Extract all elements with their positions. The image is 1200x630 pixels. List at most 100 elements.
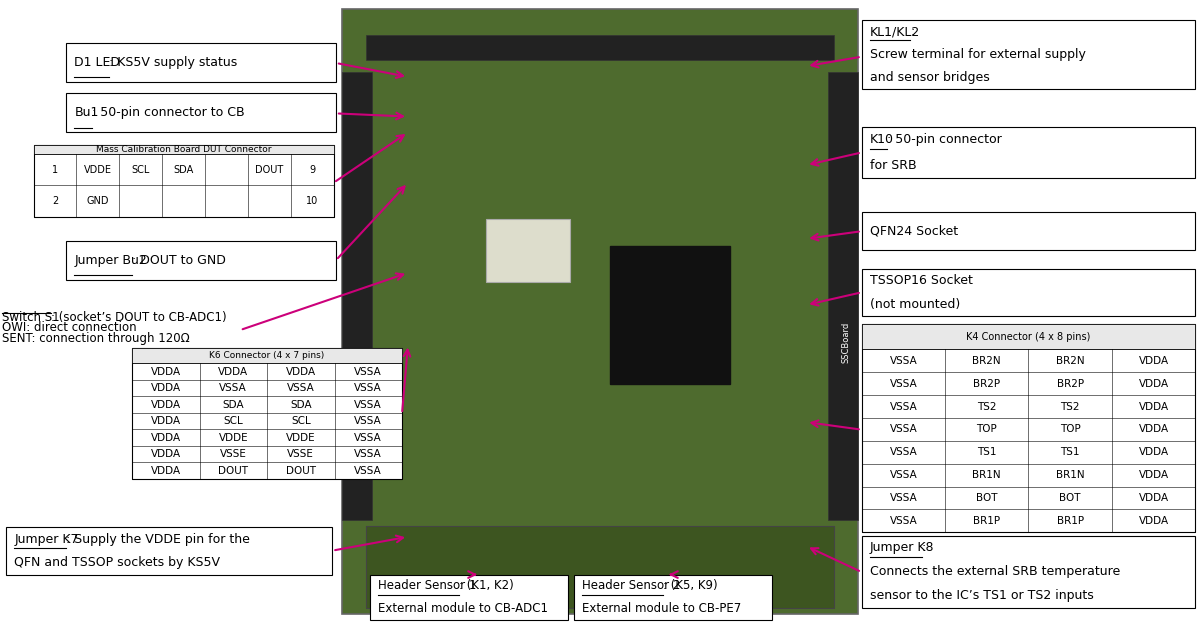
Text: K6 Connector (4 x 7 pins): K6 Connector (4 x 7 pins) xyxy=(209,351,325,360)
Text: : 50-pin connector: : 50-pin connector xyxy=(887,134,1002,146)
Text: VDDA: VDDA xyxy=(151,399,181,410)
Text: SDA: SDA xyxy=(222,399,244,410)
Text: Mass Calibration Board DUT Connector: Mass Calibration Board DUT Connector xyxy=(96,145,271,154)
Text: Bu1: Bu1 xyxy=(74,106,98,119)
Text: VSSA: VSSA xyxy=(889,379,917,389)
Text: K4 Connector (4 x 8 pins): K4 Connector (4 x 8 pins) xyxy=(966,332,1091,342)
Text: sensor to the IC’s TS1 or TS2 inputs: sensor to the IC’s TS1 or TS2 inputs xyxy=(870,590,1093,602)
Text: BR1P: BR1P xyxy=(1056,516,1084,526)
Text: VSSA: VSSA xyxy=(889,425,917,435)
Text: Jumper K8: Jumper K8 xyxy=(870,541,935,554)
Text: : KS5V supply status: : KS5V supply status xyxy=(109,56,236,69)
Text: Header Sensor 2: Header Sensor 2 xyxy=(582,580,680,592)
Text: VSSA: VSSA xyxy=(354,449,382,459)
Text: VDDA: VDDA xyxy=(1139,379,1169,389)
Text: VDDA: VDDA xyxy=(151,416,181,426)
Text: VSSA: VSSA xyxy=(354,383,382,393)
Bar xyxy=(132,348,402,479)
Text: for SRB: for SRB xyxy=(870,159,917,171)
Text: VDDA: VDDA xyxy=(218,367,248,377)
Text: Screw terminal for external supply: Screw terminal for external supply xyxy=(870,49,1086,61)
Text: External module to CB-PE7: External module to CB-PE7 xyxy=(582,602,742,615)
Text: VSSA: VSSA xyxy=(889,401,917,411)
Text: VSSE: VSSE xyxy=(220,449,247,459)
Text: BR2P: BR2P xyxy=(973,379,1001,389)
Text: 10: 10 xyxy=(306,197,318,207)
Text: VDDA: VDDA xyxy=(151,433,181,443)
Text: QFN and TSSOP sockets by KS5V: QFN and TSSOP sockets by KS5V xyxy=(14,556,221,570)
Text: BOT: BOT xyxy=(1060,493,1081,503)
Bar xyxy=(611,246,731,384)
Text: SENT: connection through 120Ω: SENT: connection through 120Ω xyxy=(2,331,190,345)
Bar xyxy=(66,93,336,132)
Text: Jumper Bu2: Jumper Bu2 xyxy=(74,254,148,266)
Text: VSSA: VSSA xyxy=(354,399,382,410)
Text: BR2N: BR2N xyxy=(1056,356,1085,366)
Bar xyxy=(34,145,334,217)
Text: BR2N: BR2N xyxy=(972,356,1001,366)
Text: VDDA: VDDA xyxy=(151,449,181,459)
Text: DOUT: DOUT xyxy=(286,466,316,476)
Text: VSSA: VSSA xyxy=(889,356,917,366)
Text: VDDA: VDDA xyxy=(151,383,181,393)
Text: VDDA: VDDA xyxy=(151,466,181,476)
Text: VSSA: VSSA xyxy=(220,383,247,393)
Text: VDDA: VDDA xyxy=(1139,516,1169,526)
Bar xyxy=(370,575,568,620)
Text: VSSA: VSSA xyxy=(889,493,917,503)
Text: 1: 1 xyxy=(52,164,58,175)
Text: VSSE: VSSE xyxy=(287,449,314,459)
Text: : (K5, K9): : (K5, K9) xyxy=(664,580,718,592)
Text: VDDA: VDDA xyxy=(286,367,316,377)
Text: Connects the external SRB temperature: Connects the external SRB temperature xyxy=(870,565,1121,578)
Text: VDDE: VDDE xyxy=(286,433,316,443)
Text: VSSA: VSSA xyxy=(354,433,382,443)
Text: TS1: TS1 xyxy=(1061,447,1080,457)
Bar xyxy=(862,269,1195,316)
Text: VSSA: VSSA xyxy=(354,416,382,426)
Text: VDDA: VDDA xyxy=(1139,493,1169,503)
Text: SDA: SDA xyxy=(174,164,193,175)
Text: SSCBoard: SSCBoard xyxy=(841,321,851,363)
Bar xyxy=(862,20,1195,89)
Text: TSSOP16 Socket: TSSOP16 Socket xyxy=(870,274,973,287)
Text: SCL: SCL xyxy=(290,416,311,426)
Text: QFN24 Socket: QFN24 Socket xyxy=(870,225,958,238)
Bar xyxy=(366,35,834,60)
Text: VSSA: VSSA xyxy=(889,470,917,480)
Bar xyxy=(862,324,1195,350)
Text: VSSA: VSSA xyxy=(287,383,314,393)
Text: VDDE: VDDE xyxy=(218,433,248,443)
Text: VSSA: VSSA xyxy=(354,367,382,377)
Text: :: : xyxy=(910,25,914,38)
Text: BR1N: BR1N xyxy=(1056,470,1085,480)
Text: TS2: TS2 xyxy=(977,401,996,411)
Text: VDDE: VDDE xyxy=(84,164,112,175)
Bar xyxy=(342,72,372,520)
Text: : 50-pin connector to CB: : 50-pin connector to CB xyxy=(91,106,244,119)
Text: TOP: TOP xyxy=(977,425,997,435)
Bar xyxy=(66,43,336,82)
Text: VSSA: VSSA xyxy=(354,466,382,476)
Text: BR1N: BR1N xyxy=(972,470,1001,480)
Text: : DOUT to GND: : DOUT to GND xyxy=(132,254,226,266)
Bar xyxy=(34,145,334,154)
Text: 9: 9 xyxy=(310,164,316,175)
Text: VDDA: VDDA xyxy=(1139,356,1169,366)
Text: TS2: TS2 xyxy=(1061,401,1080,411)
Bar xyxy=(486,219,570,282)
Bar xyxy=(862,324,1195,532)
Text: BR1P: BR1P xyxy=(973,516,1001,526)
Text: VSSA: VSSA xyxy=(889,447,917,457)
Text: SCL: SCL xyxy=(223,416,244,426)
Text: KL1/KL2: KL1/KL2 xyxy=(870,25,920,38)
Bar xyxy=(6,527,332,575)
Bar xyxy=(574,575,772,620)
Text: SDA: SDA xyxy=(290,399,312,410)
Text: Jumper K7: Jumper K7 xyxy=(14,532,79,546)
Bar xyxy=(828,72,858,520)
Text: 2: 2 xyxy=(52,197,58,207)
Text: (not mounted): (not mounted) xyxy=(870,298,960,311)
Bar xyxy=(366,526,834,608)
Bar xyxy=(862,127,1195,178)
